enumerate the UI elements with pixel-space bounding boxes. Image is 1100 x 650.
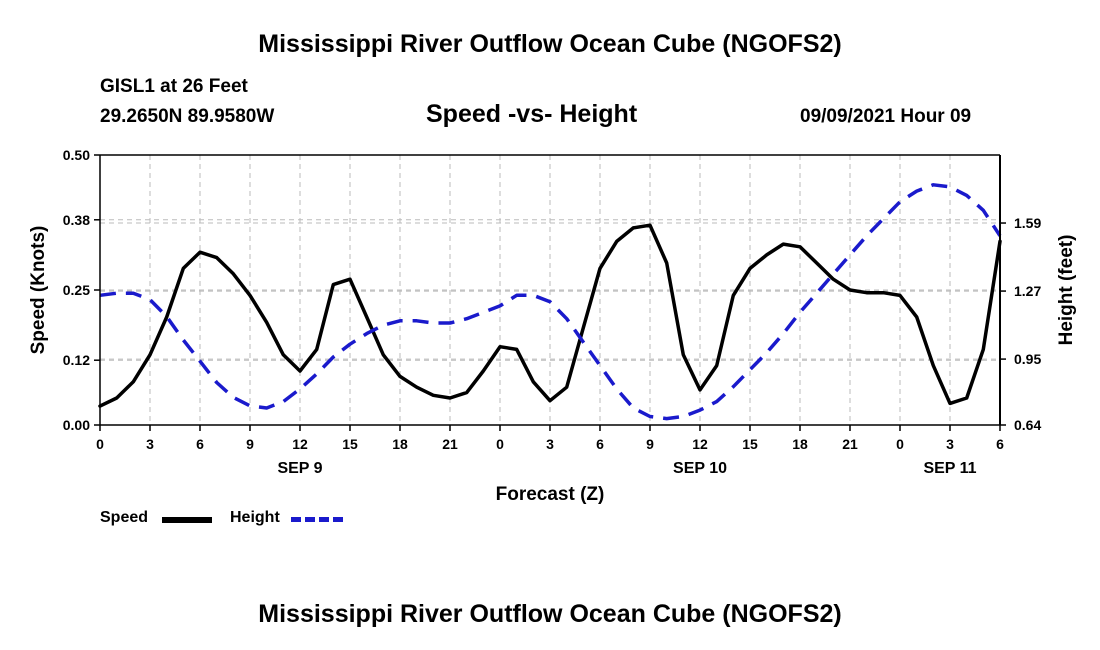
x-tick-label: 3 (946, 436, 954, 452)
x-tick-label: 0 (96, 436, 104, 452)
series-speed-line (98, 223, 1002, 408)
series-height-line (99, 183, 1002, 421)
y2-tick-label: 1.59 (1014, 215, 1041, 231)
chart-subtitle: Speed -vs- Height (426, 100, 638, 128)
y-axis-title: Speed (Knots) (28, 226, 49, 355)
x-tick-label: 15 (742, 436, 758, 452)
x-tick-label: 6 (196, 436, 204, 452)
forecast-datetime: 09/09/2021 Hour 09 (800, 106, 972, 127)
y-tick-label: 0.12 (63, 352, 90, 368)
x-tick-label: 12 (292, 436, 308, 452)
y2-tick-label: 1.27 (1014, 283, 1041, 299)
x-tick-label: 9 (246, 436, 254, 452)
x-tick-label: 21 (842, 436, 858, 452)
y2-tick-label: 0.64 (1014, 417, 1041, 433)
x-tick-label: 15 (342, 436, 358, 452)
x-day-label: SEP 11 (923, 460, 976, 477)
x-tick-label: 6 (996, 436, 1004, 452)
y-tick-label: 0.25 (63, 282, 90, 298)
x-axis-title: Forecast (Z) (496, 484, 605, 505)
x-tick-label: 3 (546, 436, 554, 452)
legend-speed-label: Speed (100, 509, 149, 526)
station-coords: 29.2650N 89.9580W (100, 106, 275, 127)
x-tick-label: 18 (792, 436, 808, 452)
x-day-label: SEP 9 (277, 460, 322, 477)
x-tick-label: 12 (692, 436, 708, 452)
x-tick-label: 0 (496, 436, 504, 452)
y-tick-label: 0.50 (63, 147, 90, 163)
legend-height-swatch (291, 517, 343, 522)
chart-title-top: Mississippi River Outflow Ocean Cube (NG… (258, 30, 842, 58)
station-label: GISL1 at 26 Feet (100, 76, 248, 97)
y2-tick-label: 0.95 (1014, 351, 1041, 367)
x-tick-label: 18 (392, 436, 408, 452)
x-tick-label: 21 (442, 436, 458, 452)
legend-speed-swatch (162, 517, 212, 523)
chart-title-bottom: Mississippi River Outflow Ocean Cube (NG… (258, 600, 842, 628)
y2-axis-title: Height (feet) (1056, 235, 1077, 346)
x-tick-label: 6 (596, 436, 604, 452)
x-tick-label: 9 (646, 436, 654, 452)
x-day-label: SEP 10 (673, 460, 727, 477)
y-tick-label: 0.38 (63, 212, 90, 228)
x-tick-label: 0 (896, 436, 904, 452)
y-tick-label: 0.00 (63, 417, 90, 433)
x-tick-label: 3 (146, 436, 154, 452)
legend-height-label: Height (230, 509, 280, 526)
